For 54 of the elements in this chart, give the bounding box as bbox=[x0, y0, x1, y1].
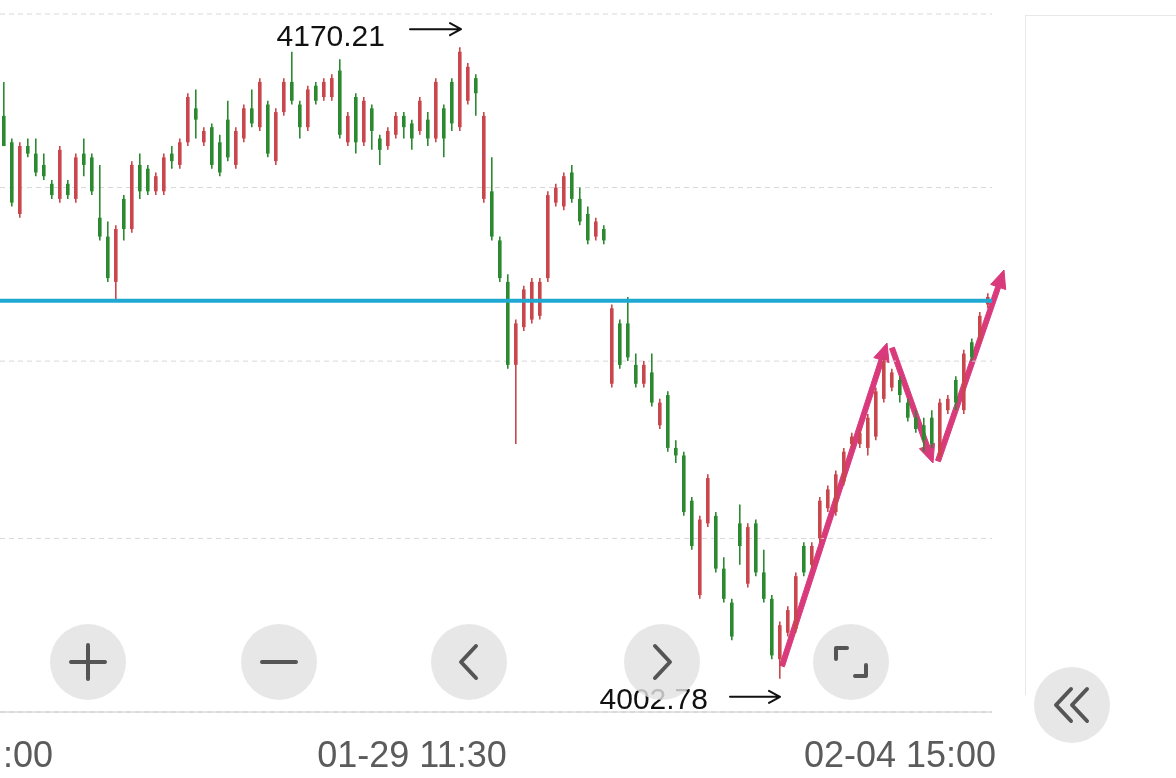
candlestick bbox=[82, 137, 86, 178]
candlestick bbox=[250, 88, 254, 128]
candlestick bbox=[914, 409, 918, 434]
candlestick bbox=[410, 118, 414, 151]
candlestick bbox=[146, 164, 150, 196]
candlestick bbox=[386, 126, 390, 151]
candlestick bbox=[602, 224, 606, 245]
candlestick bbox=[474, 73, 478, 117]
candlestick bbox=[378, 133, 382, 166]
candlestick bbox=[594, 216, 598, 242]
candlestick bbox=[946, 394, 950, 415]
candlestick bbox=[890, 367, 894, 393]
candlestick bbox=[26, 137, 30, 159]
candlestick bbox=[858, 428, 862, 449]
candlestick bbox=[394, 111, 398, 140]
candlestick bbox=[634, 352, 638, 389]
candlestick bbox=[154, 171, 158, 196]
annotation: 4170.21 bbox=[276, 19, 385, 53]
candlestick bbox=[978, 311, 982, 344]
candlestick bbox=[314, 81, 318, 106]
candlestick bbox=[970, 337, 974, 362]
candlestick bbox=[426, 111, 430, 147]
candlestick bbox=[170, 145, 174, 170]
candlestick bbox=[898, 375, 902, 404]
candlestick bbox=[178, 137, 182, 170]
text: 4002.78 bbox=[599, 681, 708, 715]
candlestick bbox=[658, 398, 662, 430]
candlestick bbox=[906, 398, 910, 423]
candlestick bbox=[66, 179, 70, 200]
candlestick bbox=[330, 73, 334, 102]
candlestick bbox=[370, 103, 374, 151]
candlestick bbox=[674, 439, 678, 464]
x-tick-label: :00 bbox=[2, 733, 54, 775]
x-tick-label: 02-04 15:00 bbox=[803, 733, 997, 775]
x-tick-label: 01-29 11:30 bbox=[317, 733, 507, 775]
candlestick bbox=[738, 503, 742, 566]
candlestick bbox=[42, 152, 46, 181]
candlestick bbox=[554, 182, 558, 208]
candlestick bbox=[194, 88, 198, 140]
candlestick bbox=[34, 137, 38, 178]
candlestick bbox=[322, 77, 326, 102]
candlestick bbox=[50, 179, 54, 200]
candlestick bbox=[402, 111, 406, 140]
candlestick bbox=[98, 164, 102, 242]
candlestick bbox=[810, 541, 814, 570]
candlestick bbox=[290, 50, 294, 106]
candlestick bbox=[922, 416, 926, 453]
candlestick bbox=[954, 375, 958, 411]
candlestick bbox=[786, 605, 790, 638]
candlestick bbox=[642, 360, 646, 389]
candlestick bbox=[578, 186, 582, 227]
candlestick bbox=[298, 99, 302, 140]
candlestick bbox=[826, 484, 830, 513]
candlestick bbox=[202, 126, 206, 147]
